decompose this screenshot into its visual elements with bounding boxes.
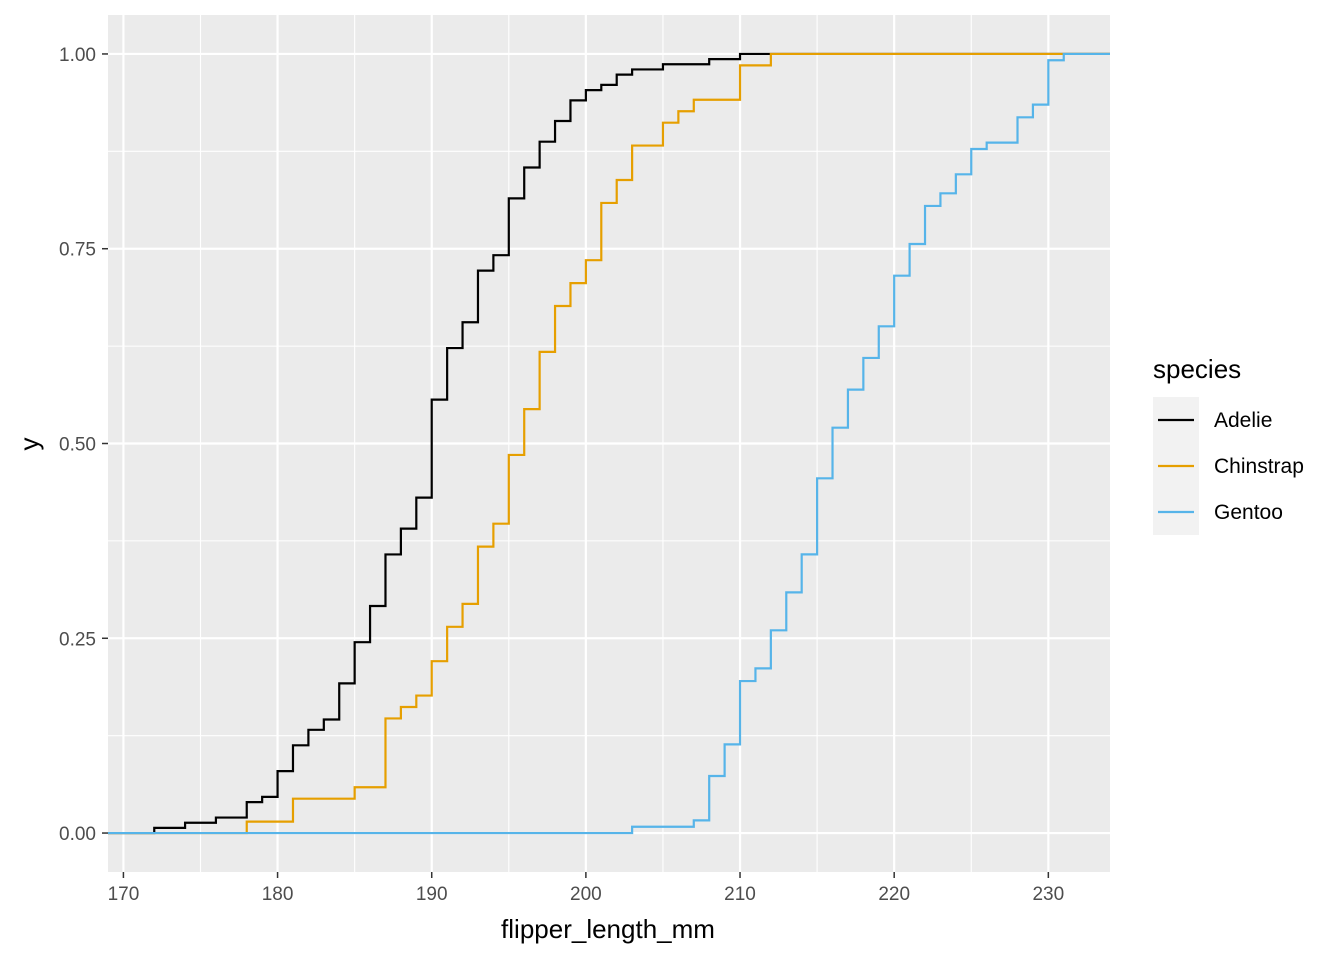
x-tick-label: 230: [1032, 884, 1064, 905]
y-axis-title: y: [14, 438, 44, 451]
x-tick-label: 210: [724, 884, 756, 905]
series-line-adelie: [108, 52, 1110, 835]
series-line-gentoo: [108, 52, 1110, 835]
y-tick-label: 0.75: [59, 240, 96, 261]
y-tick-label: 0.50: [59, 435, 96, 456]
x-axis-title: flipper_length_mm: [501, 914, 715, 944]
y-axis: 0.00 0.25 0.50 0.75 1.00: [59, 45, 108, 845]
y-tick-label: 0.25: [59, 629, 96, 650]
legend-entries: Adelie Chinstrap Gentoo: [1153, 397, 1304, 535]
legend: species Adelie Chinstrap Gentoo: [1153, 354, 1304, 535]
x-tick-label: 170: [108, 884, 140, 905]
x-tick-label: 190: [416, 884, 448, 905]
series-line-chinstrap: [108, 52, 1110, 835]
legend-label-chinstrap: Chinstrap: [1214, 455, 1304, 478]
y-tick-label: 0.00: [59, 824, 96, 845]
x-axis: 170 180 190 200 210 220 230: [108, 872, 1064, 905]
x-tick-label: 180: [262, 884, 294, 905]
x-tick-label: 200: [570, 884, 602, 905]
y-tick-label: 1.00: [59, 45, 96, 66]
legend-label-gentoo: Gentoo: [1214, 501, 1283, 524]
legend-label-adelie: Adelie: [1214, 409, 1272, 432]
legend-title: species: [1153, 354, 1241, 384]
x-tick-label: 220: [878, 884, 910, 905]
series-lines: [108, 52, 1110, 835]
